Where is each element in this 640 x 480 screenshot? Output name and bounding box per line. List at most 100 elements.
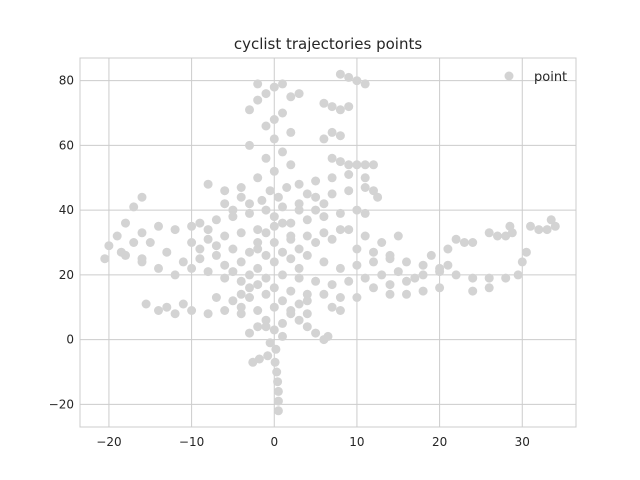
data-point <box>335 131 345 141</box>
data-point <box>162 247 172 257</box>
data-point <box>269 257 279 267</box>
data-point <box>220 273 230 283</box>
data-point <box>352 293 362 302</box>
data-point <box>311 176 321 186</box>
data-point <box>273 386 283 396</box>
data-point <box>311 238 321 247</box>
data-point <box>451 270 461 280</box>
data-point <box>505 221 515 231</box>
data-point <box>517 257 527 267</box>
data-point <box>526 221 535 231</box>
data-point <box>203 267 213 277</box>
data-point <box>121 250 130 260</box>
data-point <box>294 273 304 283</box>
data-point <box>162 302 172 312</box>
data-point <box>327 127 337 137</box>
data-point <box>137 257 147 267</box>
data-point <box>253 173 263 183</box>
data-point <box>137 228 147 238</box>
data-point <box>319 98 329 108</box>
data-point <box>443 244 453 254</box>
data-point <box>311 205 321 215</box>
data-point <box>141 299 151 309</box>
plot-area <box>80 58 576 427</box>
data-point <box>129 202 139 212</box>
x-tick-label: 30 <box>515 435 530 449</box>
data-point <box>443 260 453 270</box>
data-point <box>228 212 238 222</box>
data-point <box>269 82 279 92</box>
y-tick-label: 0 <box>66 333 74 347</box>
legend-entry-point: point <box>534 70 567 85</box>
data-point <box>187 238 197 247</box>
data-point <box>261 250 271 260</box>
data-point <box>352 260 362 270</box>
data-point <box>261 315 271 325</box>
data-point <box>468 273 478 283</box>
data-point <box>203 234 213 244</box>
data-point <box>335 306 345 315</box>
data-point <box>269 166 279 176</box>
data-point <box>245 293 254 302</box>
data-point <box>286 306 296 315</box>
data-point <box>327 280 337 290</box>
data-point <box>311 192 321 202</box>
data-point <box>323 331 333 341</box>
data-point <box>335 69 345 79</box>
data-point <box>426 250 436 260</box>
data-point <box>344 72 354 82</box>
x-tick-label: 0 <box>270 435 278 449</box>
data-point <box>236 228 246 238</box>
data-point <box>236 309 246 319</box>
data-point <box>319 199 329 209</box>
data-point <box>302 296 312 306</box>
data-point <box>286 286 296 296</box>
data-point <box>360 231 370 241</box>
data-point <box>273 396 283 406</box>
legend-marker <box>504 71 514 81</box>
data-point <box>286 160 296 170</box>
data-point <box>286 92 296 102</box>
data-point <box>352 244 362 254</box>
data-point <box>253 225 263 235</box>
data-point <box>195 218 205 228</box>
data-point <box>373 192 383 202</box>
data-point <box>154 306 163 315</box>
data-point <box>178 257 188 267</box>
data-point <box>294 179 304 189</box>
data-point <box>261 289 271 299</box>
data-point <box>327 173 337 183</box>
data-point <box>253 244 263 254</box>
data-point <box>278 331 287 341</box>
data-point <box>360 273 370 283</box>
y-tick-label: −20 <box>49 397 74 411</box>
data-point <box>468 286 478 296</box>
x-tick-label: −20 <box>96 435 121 449</box>
data-point <box>369 247 378 257</box>
data-point <box>170 270 180 280</box>
data-point <box>228 244 238 254</box>
data-point <box>100 254 110 264</box>
data-point <box>269 221 279 231</box>
data-point <box>211 293 221 302</box>
data-point <box>451 234 461 244</box>
data-point <box>459 238 469 247</box>
data-point <box>327 302 337 312</box>
data-point <box>302 250 312 260</box>
data-point <box>311 276 321 286</box>
data-point <box>245 140 254 150</box>
data-point <box>253 263 263 273</box>
data-point <box>294 263 304 273</box>
data-point <box>360 173 370 183</box>
data-point <box>484 283 494 293</box>
data-point <box>550 221 560 231</box>
data-point <box>327 102 337 112</box>
data-point <box>369 160 378 170</box>
data-point <box>344 276 354 286</box>
data-point <box>302 231 312 241</box>
data-point <box>302 309 312 319</box>
data-point <box>253 306 263 315</box>
data-point <box>344 160 354 170</box>
data-point <box>294 315 304 325</box>
data-point <box>278 147 287 157</box>
